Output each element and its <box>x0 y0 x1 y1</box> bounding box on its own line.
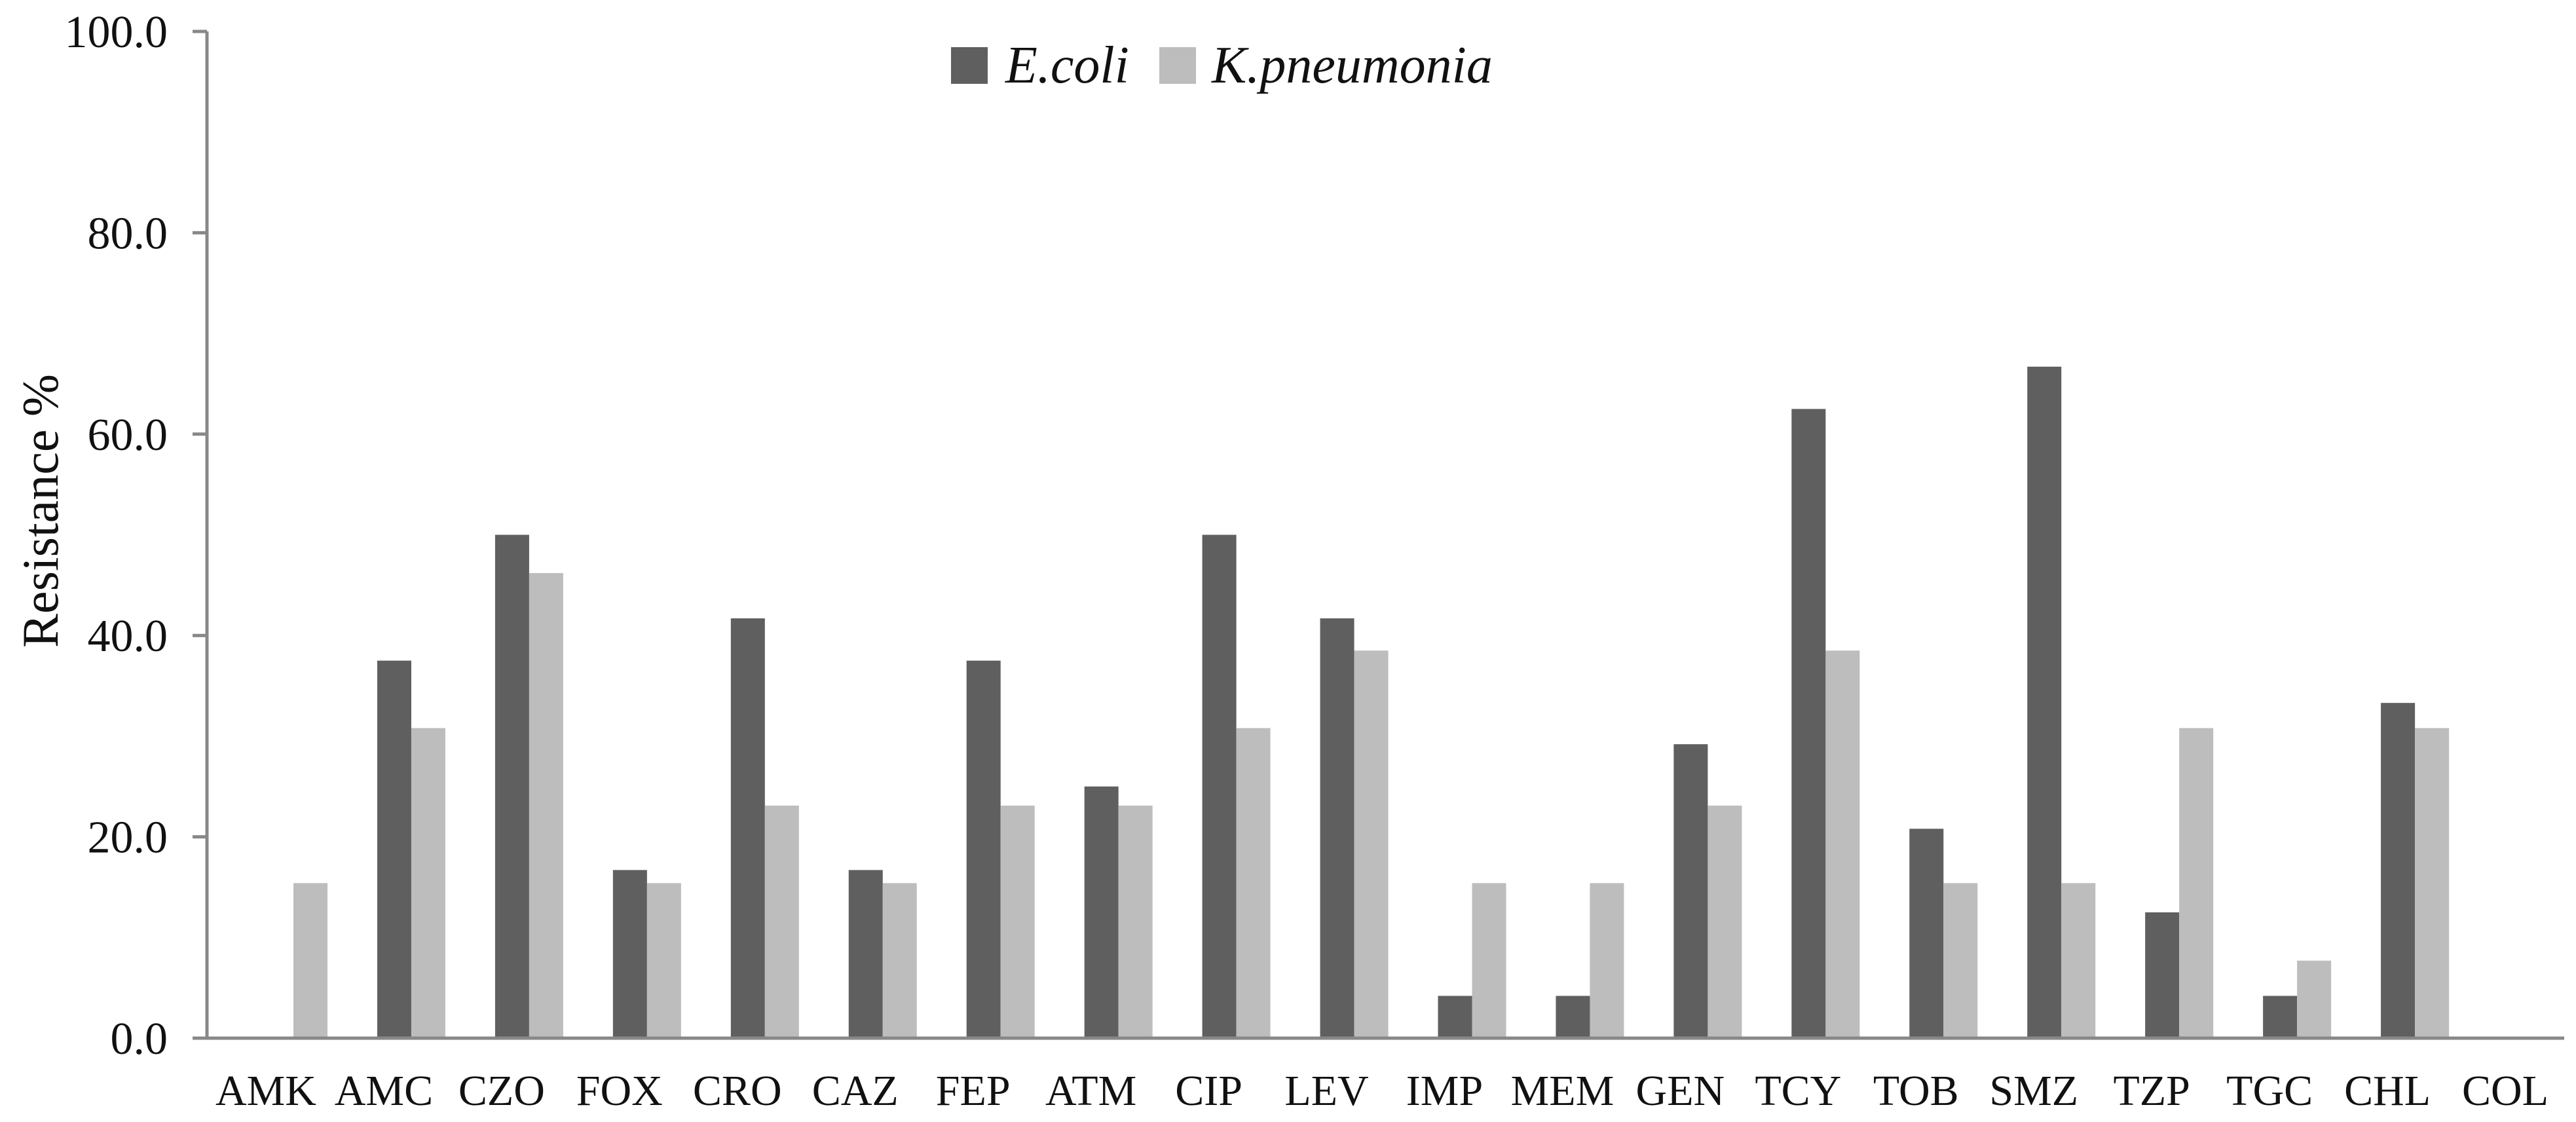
bar-ecoli-smz <box>2027 366 2062 1038</box>
legend-swatch <box>1159 47 1196 84</box>
x-tick-label: CIP <box>1175 1067 1242 1115</box>
bars-layer <box>293 366 2450 1038</box>
bar-kpneumonia-lev <box>1354 650 1389 1038</box>
bar-kpneumonia-atm <box>1118 805 1153 1038</box>
bar-ecoli-lev <box>1320 618 1354 1038</box>
x-tick-label: CZO <box>458 1067 545 1115</box>
x-tick-label: COL <box>2462 1067 2548 1115</box>
x-axis-category-labels: AMK AMC CZO FOX CRO CAZ FEP ATM CIP LEV IMP MEM GEN T… <box>215 1067 2548 1115</box>
x-tick-label: IMP <box>1406 1067 1483 1115</box>
y-tick-label: 20.0 <box>88 813 168 863</box>
x-tick-label: CRO <box>693 1067 782 1115</box>
bar-ecoli-amc <box>377 660 411 1038</box>
bar-ecoli-tob <box>1909 829 1944 1038</box>
y-tick-label: 60.0 <box>88 410 168 460</box>
bar-kpneumonia-fep <box>1000 805 1035 1038</box>
x-tick-label: TOB <box>1873 1067 1959 1115</box>
bar-ecoli-gen <box>1673 744 1708 1038</box>
bar-ecoli-atm <box>1084 786 1119 1038</box>
x-tick-label: TGC <box>2226 1067 2313 1115</box>
bar-kpneumonia-tzp <box>2179 728 2214 1038</box>
bar-ecoli-mem <box>1556 996 1590 1038</box>
x-tick-label: ATM <box>1045 1067 1136 1115</box>
y-tick-label: 40.0 <box>88 611 168 662</box>
bar-kpneumonia-tgc <box>2297 960 2332 1038</box>
bar-ecoli-fox <box>612 870 647 1038</box>
bar-ecoli-tcy <box>1791 409 1826 1038</box>
bar-kpneumonia-amc <box>411 728 445 1038</box>
x-tick-label: TZP <box>2114 1067 2190 1115</box>
bar-kpneumonia-fox <box>646 883 681 1038</box>
x-tick-label: FEP <box>936 1067 1011 1115</box>
bar-kpneumonia-caz <box>882 883 917 1038</box>
x-tick-label: TCY <box>1755 1067 1841 1115</box>
bar-kpneumonia-chl <box>2415 728 2450 1038</box>
y-axis-ticks: 0.0 20.0 40.0 60.0 80.0 100.0 <box>65 7 207 1064</box>
x-tick-label: GEN <box>1636 1067 1725 1115</box>
bar-kpneumonia-cro <box>764 805 799 1038</box>
bar-ecoli-cro <box>730 618 765 1038</box>
legend-label: K.pneumonia <box>1211 37 1493 94</box>
bar-ecoli-caz <box>848 870 883 1038</box>
y-tick-label: 100.0 <box>65 7 168 58</box>
x-tick-label: FOX <box>576 1067 663 1115</box>
x-tick-label: MEM <box>1511 1067 1615 1115</box>
bar-kpneumonia-cip <box>1236 728 1271 1038</box>
bar-ecoli-czo <box>495 534 529 1038</box>
legend: E.coli K.pneumonia <box>951 37 1493 94</box>
bar-kpneumonia-tcy <box>1825 650 1860 1038</box>
bar-kpneumonia-mem <box>1590 883 1624 1038</box>
bar-kpneumonia-tob <box>1943 883 1978 1038</box>
x-tick-label: AMK <box>215 1067 316 1115</box>
y-tick-label: 0.0 <box>111 1014 168 1064</box>
bar-kpneumonia-gen <box>1708 805 1742 1038</box>
bar-ecoli-tgc <box>2263 996 2298 1038</box>
y-tick-label: 80.0 <box>88 208 168 259</box>
y-axis-title: Resistance % <box>12 374 69 648</box>
bar-ecoli-cip <box>1202 534 1237 1038</box>
x-tick-label: LEV <box>1284 1067 1368 1115</box>
bar-ecoli-tzp <box>2145 912 2180 1038</box>
legend-swatch <box>951 47 988 84</box>
bar-kpneumonia-amk <box>293 883 327 1038</box>
bar-kpneumonia-czo <box>529 572 563 1038</box>
legend-label: E.coli <box>1005 37 1129 94</box>
x-tick-label: AMC <box>335 1067 433 1115</box>
bar-ecoli-fep <box>966 660 1001 1038</box>
bar-ecoli-imp <box>1438 996 1472 1038</box>
bar-ecoli-chl <box>2381 703 2416 1038</box>
x-tick-label: CHL <box>2344 1067 2431 1115</box>
bar-kpneumonia-smz <box>2061 883 2096 1038</box>
x-tick-label: SMZ <box>1989 1067 2078 1115</box>
bar-kpneumonia-imp <box>1472 883 1506 1038</box>
x-tick-label: CAZ <box>812 1067 899 1115</box>
